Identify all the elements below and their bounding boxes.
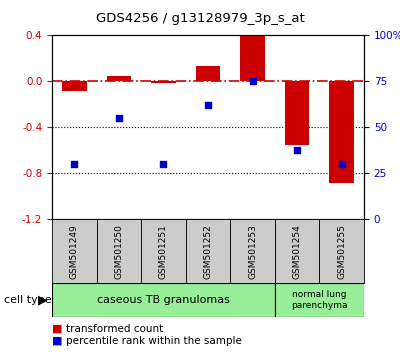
Text: GSM501250: GSM501250 [114, 224, 123, 279]
Text: GSM501251: GSM501251 [159, 224, 168, 279]
Text: ■: ■ [52, 336, 62, 346]
Point [71, 161, 78, 167]
Text: ■: ■ [52, 324, 62, 333]
Text: GSM501249: GSM501249 [70, 224, 79, 279]
Text: GSM501255: GSM501255 [337, 224, 346, 279]
Text: GSM501254: GSM501254 [293, 224, 302, 279]
Text: caseous TB granulomas: caseous TB granulomas [97, 295, 230, 305]
Bar [141, 219, 186, 283]
Bar [106, 76, 131, 81]
Bar [320, 219, 364, 283]
Text: normal lung
parenchyma: normal lung parenchyma [291, 290, 348, 310]
Text: GSM501253: GSM501253 [248, 224, 257, 279]
Text: cell type: cell type [4, 295, 52, 305]
Text: percentile rank within the sample: percentile rank within the sample [66, 336, 242, 346]
Bar [275, 219, 320, 283]
Bar [52, 219, 96, 283]
Text: ▶: ▶ [38, 294, 48, 307]
Text: GDS4256 / g13128979_3p_s_at: GDS4256 / g13128979_3p_s_at [96, 12, 304, 25]
Bar [196, 67, 220, 81]
Point [294, 147, 300, 152]
Bar [240, 35, 265, 81]
Bar [52, 283, 275, 317]
Point [338, 161, 345, 167]
Point [160, 161, 167, 167]
Bar [275, 283, 364, 317]
Bar [96, 219, 141, 283]
Point [116, 115, 122, 121]
Text: transformed count: transformed count [66, 324, 163, 333]
Bar [330, 81, 354, 183]
Bar [186, 219, 230, 283]
Point [205, 103, 211, 108]
Text: GSM501252: GSM501252 [204, 224, 212, 279]
Point [249, 79, 256, 84]
Bar [62, 81, 86, 91]
Bar [151, 81, 176, 82]
Bar [230, 219, 275, 283]
Bar [285, 81, 310, 145]
